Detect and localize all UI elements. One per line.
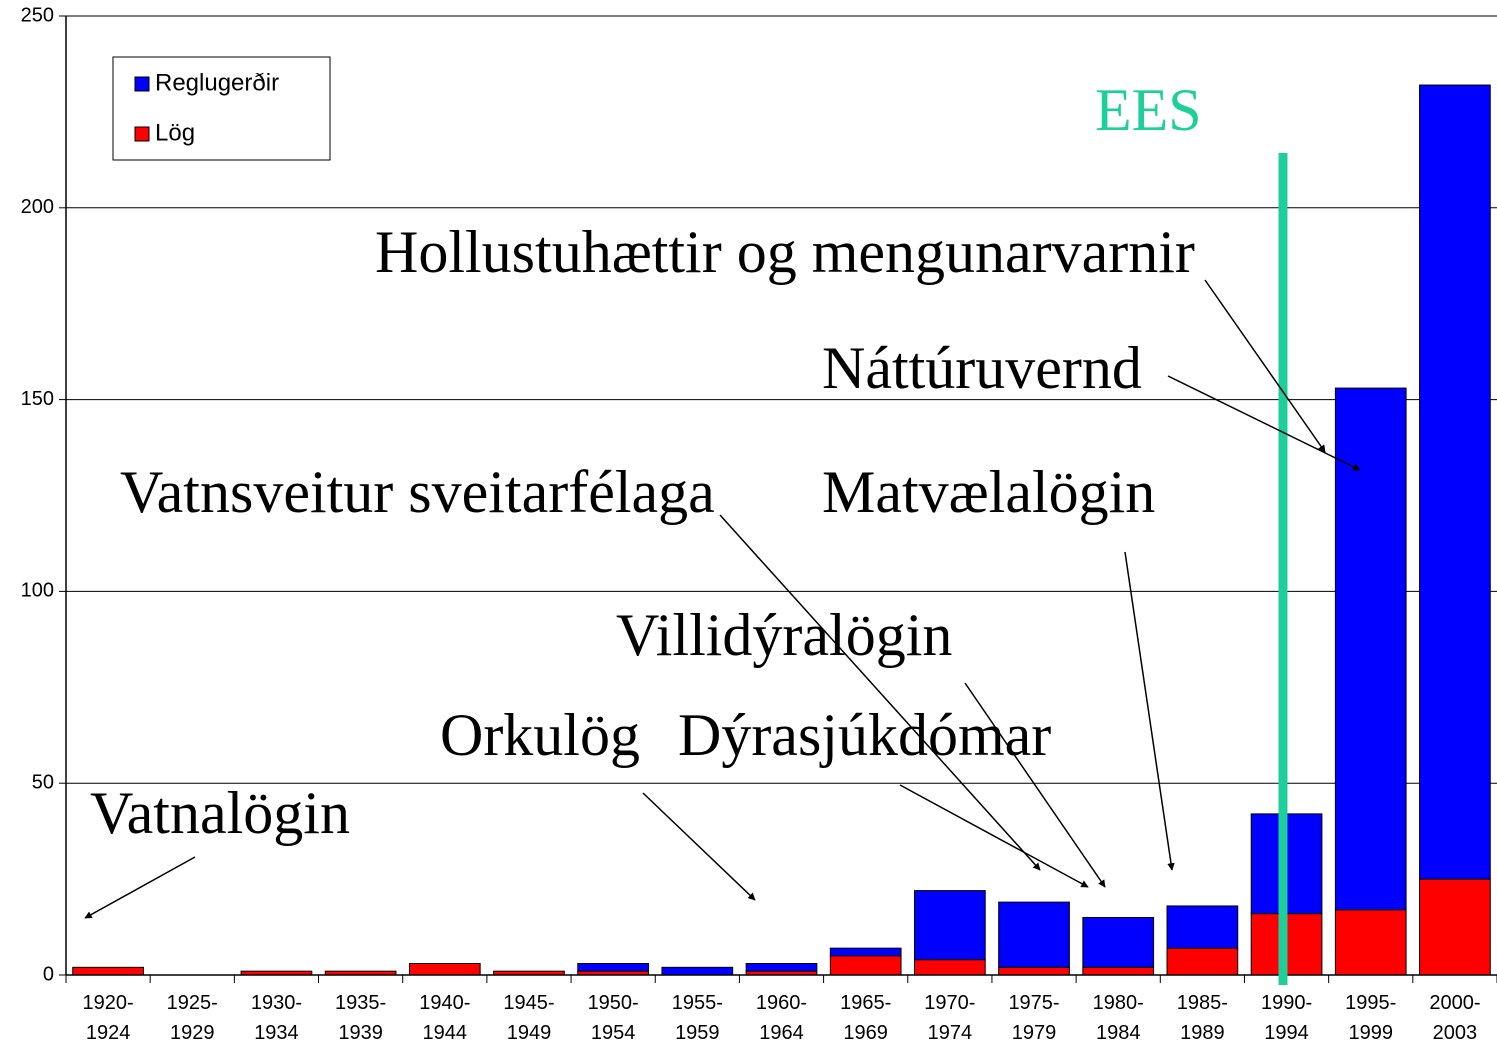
bar-segment — [408, 962, 481, 976]
bar-segment — [913, 890, 986, 961]
x-tick-label: 1980- 1984 — [1092, 992, 1144, 1044]
bar-segment — [1082, 966, 1155, 976]
annotation: Náttúruvernd — [822, 335, 1142, 401]
y-tick-label: 50 — [32, 771, 54, 793]
x-tick-label: 1985- 1989 — [1176, 992, 1228, 1044]
legend-swatch — [134, 126, 150, 142]
arrow — [84, 856, 196, 919]
bar-segment — [1419, 84, 1491, 880]
arrow — [642, 792, 756, 901]
bar-segment — [1082, 916, 1155, 968]
bar-segment — [829, 955, 902, 976]
bar-segment — [998, 966, 1070, 976]
arrow — [719, 514, 1041, 871]
annotation: EES — [1095, 77, 1202, 143]
legend-label: Lög — [155, 119, 195, 146]
arrow — [899, 784, 1089, 888]
bar-segment — [661, 966, 734, 976]
x-tick-label: 1990- 1994 — [1260, 992, 1313, 1044]
arrows — [84, 279, 1361, 919]
bar-segment — [1419, 878, 1491, 976]
x-tick-label: 1955- 1959 — [671, 992, 723, 1044]
annotation: Orkulög — [440, 702, 640, 768]
annotation: Vatnsveitur sveitarfélaga — [120, 459, 715, 525]
bar-segment — [998, 901, 1070, 968]
x-tick-label: 1945- 1949 — [503, 992, 555, 1044]
grid — [59, 15, 1497, 983]
x-tick-label: 1925- 1929 — [166, 992, 218, 1044]
x-tick-label: 1950- 1954 — [587, 992, 639, 1044]
bar-segment — [1334, 909, 1407, 976]
annotation: Hollustuhættir og mengunarvarnir — [375, 219, 1195, 285]
y-tick-label: 200 — [21, 196, 54, 218]
x-tick-label: 2000- 2003 — [1429, 992, 1481, 1044]
x-tick-label: 1930- 1934 — [250, 992, 303, 1044]
y-tick-label: 250 — [21, 4, 54, 26]
bar-segment — [745, 962, 818, 972]
bar-segment — [72, 966, 144, 976]
x-tick-label: 1970- 1974 — [924, 992, 976, 1044]
legend: Reglugerðir Lög — [112, 56, 331, 161]
bar-segment — [1166, 905, 1239, 949]
x-tick-label: 1960- 1964 — [755, 992, 808, 1044]
bars — [72, 84, 1491, 976]
legend-label: Reglugerðir — [155, 69, 279, 96]
x-tick-label: 1920- 1924 — [82, 992, 134, 1044]
y-tick-label: 0 — [43, 963, 54, 985]
x-tick-label: 1995- 1999 — [1345, 992, 1397, 1044]
x-tick-label: 1940- 1944 — [419, 992, 471, 1044]
arrow — [1124, 551, 1175, 871]
x-tick-label: 1975- 1979 — [1008, 992, 1060, 1044]
annotation: Dýrasjúkdómar — [678, 702, 1051, 768]
y-tick-label: 100 — [21, 580, 54, 602]
arrow — [1167, 375, 1361, 471]
annotation: Vatnalögin — [90, 780, 350, 846]
bar-segment — [1334, 387, 1407, 911]
bar-segment — [1166, 947, 1239, 976]
legend-swatch — [134, 76, 150, 92]
arrow — [1204, 279, 1326, 453]
x-tick-label: 1935- 1939 — [335, 992, 387, 1044]
arrow — [964, 682, 1106, 888]
y-tick-label: 150 — [21, 388, 54, 410]
annotation: Villidýralögin — [616, 602, 952, 668]
bar-segment — [829, 947, 902, 957]
bar-segment — [913, 959, 986, 976]
annotation: Matvælalögin — [822, 459, 1155, 525]
legend-box — [112, 56, 331, 161]
bar-segment — [577, 962, 650, 972]
x-tick-label: 1965- 1969 — [840, 992, 892, 1044]
